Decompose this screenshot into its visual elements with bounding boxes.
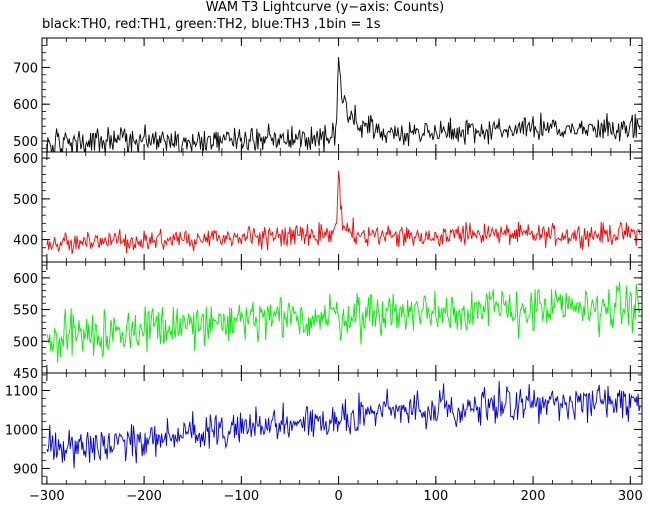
series-line-th3 <box>46 381 641 469</box>
chart-title: WAM T3 Lightcurve (y−axis: Counts) <box>205 0 445 15</box>
panel-frame <box>41 261 643 374</box>
x-tick-label: −200 <box>126 489 162 504</box>
y-tick-label: 500 <box>13 335 38 350</box>
x-tick-label: −100 <box>223 489 259 504</box>
x-tick-label: −300 <box>29 489 65 504</box>
panel-frame <box>41 151 643 263</box>
y-tick-label: 600 <box>13 152 38 167</box>
y-tick-label: 400 <box>13 234 38 249</box>
y-tick-label: 700 <box>13 61 38 76</box>
x-tick-label: 0 <box>334 489 342 504</box>
series-line-th0 <box>46 57 641 152</box>
y-tick-label: 1100 <box>5 385 38 400</box>
panel-frame <box>41 372 643 485</box>
x-tick-label: 200 <box>521 489 546 504</box>
y-tick-label: 600 <box>13 272 38 287</box>
x-tick-label: 300 <box>618 489 643 504</box>
series-line-th1 <box>46 170 641 255</box>
series-legend: black:TH0, red:TH1, green:TH2, blue:TH3 … <box>42 17 381 32</box>
panel-th3: 900 1000 1100 <box>5 372 643 485</box>
y-tick-label: 450 <box>13 367 38 382</box>
panel-th2: 450 500 550 600 <box>13 261 643 382</box>
series-line-th2 <box>46 281 641 363</box>
y-tick-label: 500 <box>13 135 38 150</box>
y-tick-label: 550 <box>13 304 38 319</box>
y-tick-label: 1000 <box>5 423 38 438</box>
panel-th1: 400 500 600 <box>13 151 643 263</box>
y-tick-label: 500 <box>13 193 38 208</box>
y-tick-label: 900 <box>13 462 38 477</box>
panel-th0: 500 600 700 <box>13 37 643 153</box>
y-tick-label: 600 <box>13 98 38 113</box>
x-tick-label: 100 <box>423 489 448 504</box>
